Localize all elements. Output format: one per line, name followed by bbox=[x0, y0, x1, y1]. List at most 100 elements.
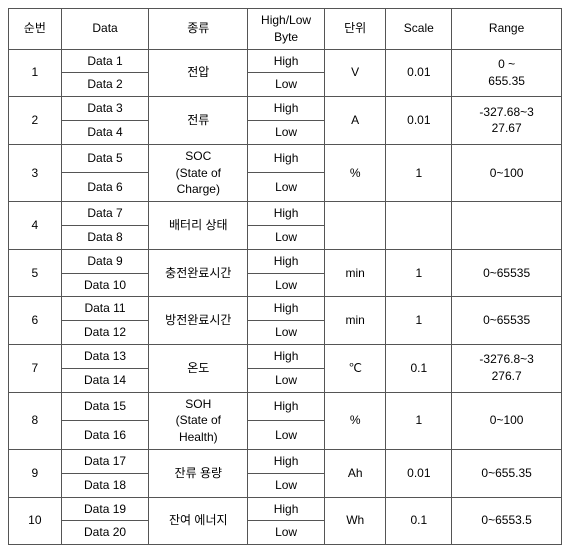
cell-data: Data 14 bbox=[61, 368, 149, 392]
cell-data: Data 18 bbox=[61, 473, 149, 497]
cell-unit: A bbox=[324, 97, 385, 145]
cell-idx: 2 bbox=[9, 97, 62, 145]
cell-data: Data 6 bbox=[61, 173, 149, 202]
cell-data: Data 16 bbox=[61, 421, 149, 450]
cell-data: Data 17 bbox=[61, 449, 149, 473]
table-row: 9Data 17잔류 용량HighAh0.010~655.35 bbox=[9, 449, 562, 473]
cell-idx: 1 bbox=[9, 49, 62, 97]
cell-range: 0~6553.5 bbox=[452, 497, 562, 545]
cell-unit bbox=[324, 202, 385, 250]
cell-data: Data 4 bbox=[61, 120, 149, 144]
cell-range: 0~100 bbox=[452, 144, 562, 201]
cell-idx: 8 bbox=[9, 392, 62, 449]
cell-idx: 5 bbox=[9, 249, 62, 297]
header-scale: Scale bbox=[386, 9, 452, 50]
cell-data: Data 20 bbox=[61, 521, 149, 545]
cell-hl: High bbox=[248, 49, 325, 73]
cell-range: -3276.8~3 276.7 bbox=[452, 344, 562, 392]
cell-data: Data 13 bbox=[61, 344, 149, 368]
table-row: 8Data 15SOH (State of Health)High%10~100 bbox=[9, 392, 562, 421]
cell-data: Data 2 bbox=[61, 73, 149, 97]
cell-kind: 충전완료시간 bbox=[149, 249, 248, 297]
cell-hl: Low bbox=[248, 273, 325, 297]
header-row: 순번 Data 종류 High/Low Byte 단위 Scale Range bbox=[9, 9, 562, 50]
cell-hl: High bbox=[248, 144, 325, 173]
cell-kind: 잔류 용량 bbox=[149, 449, 248, 497]
cell-kind: 온도 bbox=[149, 344, 248, 392]
cell-hl: Low bbox=[248, 120, 325, 144]
cell-kind: 전압 bbox=[149, 49, 248, 97]
cell-hl: High bbox=[248, 249, 325, 273]
header-data: Data bbox=[61, 9, 149, 50]
cell-range bbox=[452, 202, 562, 250]
cell-hl: Low bbox=[248, 473, 325, 497]
header-idx: 순번 bbox=[9, 9, 62, 50]
table-row: 6Data 11방전완료시간Highmin10~65535 bbox=[9, 297, 562, 321]
cell-hl: Low bbox=[248, 368, 325, 392]
cell-unit: min bbox=[324, 297, 385, 345]
cell-range: 0~65535 bbox=[452, 249, 562, 297]
cell-hl: Low bbox=[248, 73, 325, 97]
cell-data: Data 5 bbox=[61, 144, 149, 173]
cell-hl: High bbox=[248, 297, 325, 321]
spec-table: 순번 Data 종류 High/Low Byte 단위 Scale Range … bbox=[8, 8, 562, 545]
spec-table-body: 1Data 1전압HighV0.010 ~ 655.35Data 2Low2Da… bbox=[9, 49, 562, 545]
table-row: 7Data 13온도High℃0.1-3276.8~3 276.7 bbox=[9, 344, 562, 368]
cell-idx: 3 bbox=[9, 144, 62, 201]
cell-hl: Low bbox=[248, 173, 325, 202]
cell-hl: High bbox=[248, 449, 325, 473]
cell-hl: High bbox=[248, 497, 325, 521]
cell-hl: Low bbox=[248, 225, 325, 249]
cell-hl: High bbox=[248, 344, 325, 368]
cell-data: Data 7 bbox=[61, 202, 149, 226]
cell-unit: % bbox=[324, 392, 385, 449]
cell-idx: 7 bbox=[9, 344, 62, 392]
cell-scale bbox=[386, 202, 452, 250]
cell-data: Data 10 bbox=[61, 273, 149, 297]
cell-scale: 0.01 bbox=[386, 449, 452, 497]
cell-scale: 0.01 bbox=[386, 97, 452, 145]
cell-data: Data 1 bbox=[61, 49, 149, 73]
cell-kind: 방전완료시간 bbox=[149, 297, 248, 345]
cell-hl: Low bbox=[248, 421, 325, 450]
cell-unit: % bbox=[324, 144, 385, 201]
cell-idx: 6 bbox=[9, 297, 62, 345]
table-row: 10Data 19잔여 에너지HighWh0.10~6553.5 bbox=[9, 497, 562, 521]
cell-hl: High bbox=[248, 392, 325, 421]
table-row: 4Data 7배터리 상태High bbox=[9, 202, 562, 226]
cell-unit: V bbox=[324, 49, 385, 97]
cell-scale: 0.1 bbox=[386, 497, 452, 545]
cell-scale: 1 bbox=[386, 249, 452, 297]
cell-data: Data 8 bbox=[61, 225, 149, 249]
cell-kind: 잔여 에너지 bbox=[149, 497, 248, 545]
table-row: 3Data 5SOC (State of Charge)High%10~100 bbox=[9, 144, 562, 173]
cell-kind: 전류 bbox=[149, 97, 248, 145]
cell-kind: SOC (State of Charge) bbox=[149, 144, 248, 201]
cell-data: Data 9 bbox=[61, 249, 149, 273]
cell-scale: 1 bbox=[386, 392, 452, 449]
cell-idx: 9 bbox=[9, 449, 62, 497]
header-hl: High/Low Byte bbox=[248, 9, 325, 50]
cell-unit: Ah bbox=[324, 449, 385, 497]
header-kind: 종류 bbox=[149, 9, 248, 50]
cell-hl: Low bbox=[248, 521, 325, 545]
header-range: Range bbox=[452, 9, 562, 50]
cell-scale: 0.01 bbox=[386, 49, 452, 97]
cell-data: Data 11 bbox=[61, 297, 149, 321]
cell-kind: SOH (State of Health) bbox=[149, 392, 248, 449]
cell-hl: High bbox=[248, 97, 325, 121]
cell-unit: ℃ bbox=[324, 344, 385, 392]
header-unit: 단위 bbox=[324, 9, 385, 50]
cell-range: 0~655.35 bbox=[452, 449, 562, 497]
table-row: 5Data 9충전완료시간Highmin10~65535 bbox=[9, 249, 562, 273]
cell-range: 0~100 bbox=[452, 392, 562, 449]
spec-table-container: 순번 Data 종류 High/Low Byte 단위 Scale Range … bbox=[8, 8, 562, 545]
cell-scale: 0.1 bbox=[386, 344, 452, 392]
cell-unit: Wh bbox=[324, 497, 385, 545]
table-row: 2Data 3전류HighA0.01-327.68~3 27.67 bbox=[9, 97, 562, 121]
cell-idx: 4 bbox=[9, 202, 62, 250]
cell-data: Data 19 bbox=[61, 497, 149, 521]
cell-data: Data 15 bbox=[61, 392, 149, 421]
table-row: 1Data 1전압HighV0.010 ~ 655.35 bbox=[9, 49, 562, 73]
cell-hl: High bbox=[248, 202, 325, 226]
